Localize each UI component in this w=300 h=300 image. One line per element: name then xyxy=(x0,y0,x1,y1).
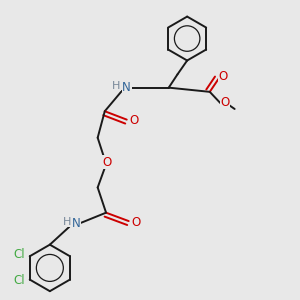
Text: H: H xyxy=(63,217,71,227)
Text: O: O xyxy=(220,96,230,109)
Text: O: O xyxy=(129,114,139,127)
Text: O: O xyxy=(218,70,228,83)
Text: N: N xyxy=(72,217,81,230)
Text: O: O xyxy=(131,215,140,229)
Text: Cl: Cl xyxy=(14,274,25,287)
Text: H: H xyxy=(112,81,121,91)
Text: O: O xyxy=(102,156,112,169)
Text: N: N xyxy=(122,80,131,94)
Text: Cl: Cl xyxy=(14,248,25,261)
